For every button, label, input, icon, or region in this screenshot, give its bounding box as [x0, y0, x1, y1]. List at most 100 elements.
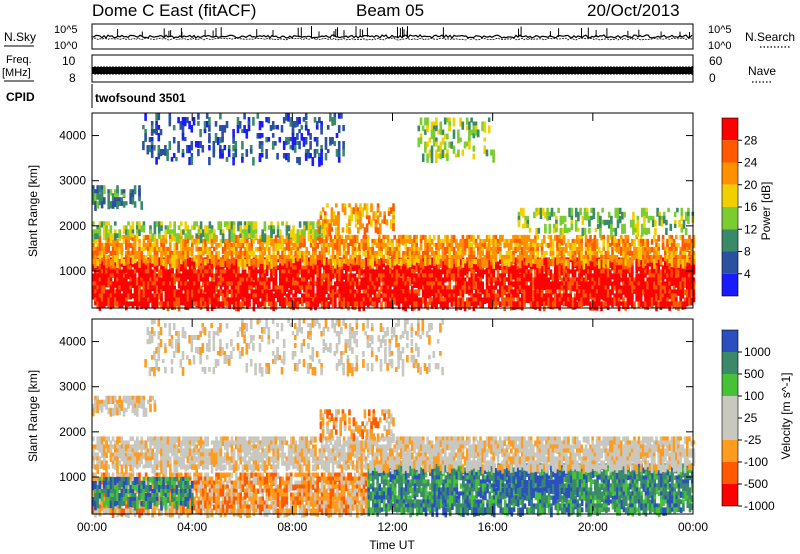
power-cell — [303, 269, 306, 275]
power-cell — [133, 250, 137, 256]
power-cell — [556, 281, 559, 289]
power-cell — [324, 219, 327, 225]
power-cell — [315, 149, 319, 154]
power-cell — [270, 297, 273, 303]
power-cell — [241, 258, 245, 268]
power-cell — [512, 234, 515, 243]
power-cell — [430, 261, 434, 269]
power-cell — [441, 149, 445, 159]
power-cell — [296, 117, 299, 127]
power-cell — [147, 242, 150, 250]
power-cell — [136, 277, 139, 282]
power-cell — [622, 289, 625, 295]
power-cell — [173, 258, 176, 269]
power-cell — [169, 281, 172, 287]
power-cell — [151, 277, 154, 282]
power-cell — [386, 258, 390, 265]
power-cell — [184, 246, 187, 252]
power-cell — [327, 265, 330, 273]
power-cell — [197, 265, 201, 271]
power-cell — [133, 242, 137, 252]
power-cell — [675, 293, 678, 300]
power-cell — [131, 221, 135, 230]
power-cell — [463, 289, 467, 294]
power-cell — [613, 254, 616, 261]
power-cell — [417, 281, 421, 287]
power-cell — [153, 221, 157, 228]
power-cell — [380, 301, 383, 310]
power-cell — [238, 121, 242, 129]
power-cell — [175, 265, 179, 274]
power-cell — [160, 238, 163, 245]
power-cell — [138, 242, 141, 249]
power-cell — [598, 273, 601, 281]
power-cell — [635, 234, 638, 240]
power-cell — [591, 285, 594, 291]
power-cell — [404, 265, 407, 270]
power-cell — [653, 289, 656, 294]
power-cell — [545, 250, 548, 256]
power-cell — [501, 258, 504, 267]
power-cell — [318, 250, 322, 257]
power-cell — [248, 254, 251, 260]
power-cell — [127, 273, 130, 280]
power-cell — [496, 281, 500, 286]
power-cell — [424, 145, 427, 153]
power-cell — [285, 301, 289, 306]
power-cell — [320, 297, 324, 303]
power-cell — [193, 297, 196, 303]
power-cell — [235, 293, 238, 300]
power-cell — [201, 145, 205, 153]
power-cell — [109, 297, 113, 304]
power-cell — [565, 277, 568, 284]
power-cell — [622, 297, 625, 303]
power-cell — [340, 301, 344, 310]
power-cell — [446, 258, 449, 267]
power-cell — [337, 125, 341, 134]
power-cell — [602, 301, 605, 308]
power-cell — [481, 273, 484, 279]
power-cell — [633, 246, 636, 255]
power-cell — [536, 293, 539, 304]
power-cell — [373, 289, 377, 296]
power-cell — [353, 238, 357, 245]
power-cell — [186, 117, 189, 124]
power-cell — [232, 265, 236, 272]
power-cell — [351, 254, 355, 262]
power-cell — [525, 273, 528, 280]
power-cell — [111, 293, 115, 299]
power-cell — [626, 301, 630, 309]
power-cell — [116, 281, 119, 286]
power-cell — [584, 277, 588, 285]
power-cell — [483, 125, 487, 133]
power-cell — [227, 149, 231, 157]
power-cell — [342, 289, 346, 299]
power-cell — [371, 289, 374, 295]
power-cell — [254, 229, 258, 237]
power-cell — [129, 250, 132, 257]
power-cell — [606, 281, 610, 287]
power-cell — [688, 289, 691, 298]
power-cell — [386, 281, 390, 288]
power-cell — [626, 289, 630, 295]
power-cell — [140, 301, 143, 309]
power-cell — [327, 273, 330, 279]
power-cell — [254, 246, 258, 252]
power-cell — [393, 234, 396, 240]
power-cell — [622, 277, 625, 284]
power-cell — [228, 281, 231, 287]
power-cell — [664, 297, 667, 304]
power-cell — [263, 297, 267, 304]
power-cell — [358, 301, 361, 312]
power-cell — [443, 153, 447, 158]
power-cell — [129, 269, 132, 275]
power-cell — [448, 273, 451, 282]
power-cell — [435, 149, 438, 158]
power-cell — [459, 285, 462, 290]
power-cell — [375, 301, 379, 308]
power-cell — [470, 254, 473, 263]
power-cell — [122, 238, 126, 245]
power-cell — [155, 258, 159, 266]
power-cell — [296, 297, 300, 305]
power-cell — [296, 246, 300, 255]
